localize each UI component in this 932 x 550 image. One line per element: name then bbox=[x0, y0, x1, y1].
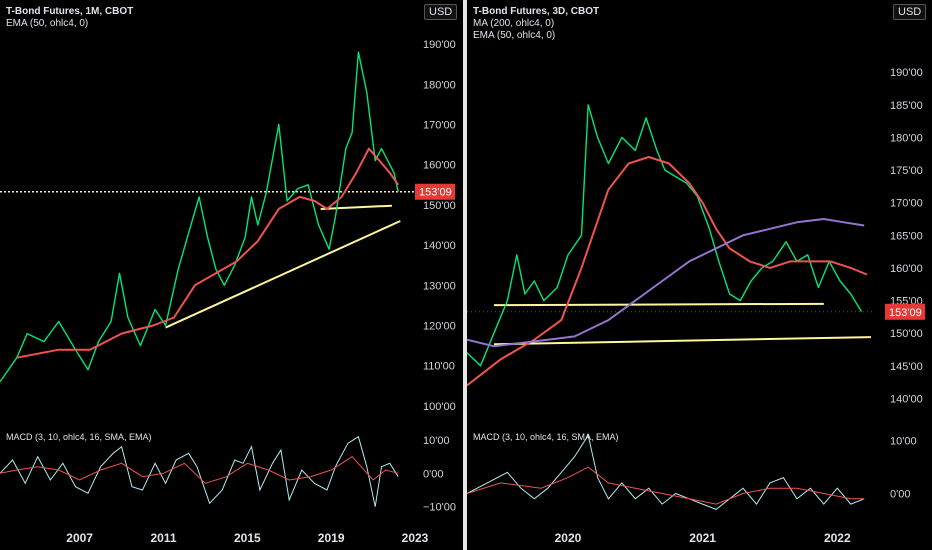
chart-1m-trendline-0 bbox=[320, 204, 392, 210]
chart-1m-y-tick-0: 100'00 bbox=[423, 401, 456, 413]
chart-1m-legend: T-Bond Futures, 1M, CBOT EMA (50, ohlc4,… bbox=[6, 6, 133, 30]
chart-1m-x-tick-1: 2011 bbox=[150, 531, 176, 545]
chart-1m-y-tick-6: 160'00 bbox=[423, 160, 456, 172]
chart-3d-macd-tick-0: 10'00 bbox=[890, 436, 917, 448]
chart-1m-y-tick-1: 110'00 bbox=[423, 361, 455, 373]
currency-button-right[interactable]: USD bbox=[893, 4, 927, 20]
chart-3d-x-tick-2: 2022 bbox=[824, 531, 851, 545]
chart-3d-trendline-0 bbox=[493, 302, 824, 307]
chart-1m-macd-tick-0: 10'00 bbox=[423, 435, 450, 447]
chart-1m-series-1 bbox=[16, 147, 400, 359]
chart-3d-series-1 bbox=[467, 156, 868, 387]
chart-3d-y-tick-2: 150'00 bbox=[890, 328, 923, 340]
chart-3d-y-tick-1: 145'00 bbox=[890, 361, 923, 373]
macd-legend-right: MACD (3, 10, ohlc4, 16, SMA, EMA) bbox=[473, 432, 619, 442]
chart-3d-macd-tick-1: 0'00 bbox=[890, 489, 910, 501]
chart-3d-ma-legend: MA (200, ohlc4, 0) bbox=[473, 18, 555, 29]
chart-3d-last-price-tag bbox=[885, 303, 925, 320]
chart-1m-y-tick-7: 170'00 bbox=[423, 120, 456, 132]
chart-1m-x-tick-4: 2023 bbox=[402, 531, 429, 545]
chart-3d-y-tick-7: 175'00 bbox=[890, 165, 923, 177]
chart-3d-y-tick-0: 140'00 bbox=[890, 393, 923, 405]
chart-1m-series-0 bbox=[0, 51, 399, 383]
chart-1m-x-tick-2: 2015 bbox=[234, 531, 261, 545]
chart-3d-y-tick-6: 170'00 bbox=[890, 198, 923, 210]
chart-1m-last-price-label: 153'09 bbox=[419, 187, 452, 199]
chart-1m-y-tick-5: 150'00 bbox=[423, 200, 456, 212]
chart-3d-y-tick-5: 165'00 bbox=[890, 230, 923, 242]
chart-1m-x-tick-0: 2007 bbox=[66, 531, 93, 545]
panel-divider[interactable] bbox=[463, 0, 467, 550]
chart-1m-symbol: T-Bond Futures, 1M, CBOT bbox=[6, 6, 134, 17]
chart-1m-y-tick-4: 140'00 bbox=[423, 240, 456, 252]
chart-3d-last-price-label: 153'09 bbox=[889, 307, 922, 319]
chart-3d-macd-line bbox=[467, 434, 865, 510]
chart-1m-last-price-tag bbox=[415, 183, 455, 200]
chart-1m-macd-tick-1: 0'00 bbox=[423, 468, 443, 480]
chart-3d-y-tick-8: 180'00 bbox=[890, 132, 923, 144]
chart-3d-y-tick-4: 160'00 bbox=[890, 263, 923, 275]
chart-1m-x-tick-3: 2019 bbox=[318, 531, 345, 545]
chart-1m-macd-tick-2: −10'00 bbox=[423, 502, 456, 514]
chart-1m-y-tick-8: 180'00 bbox=[423, 79, 456, 91]
chart-1m-trendline-1 bbox=[165, 220, 401, 329]
chart-panel-3d[interactable]: 140'00 145'00 150'00 155'00 160'00 165'00 170'… bbox=[467, 0, 932, 550]
chart-3d-trendline-1 bbox=[493, 336, 871, 346]
chart-1m-macd-line bbox=[0, 435, 399, 507]
chart-1m-macd-signal bbox=[0, 456, 399, 484]
chart-panel-1m[interactable]: 100'00 110'00 120'00 130'00 140'00 150'00 160'… bbox=[0, 0, 463, 550]
currency-button-left[interactable]: USD bbox=[424, 4, 458, 20]
chart-3d-symbol: T-Bond Futures, 3D, CBOT bbox=[473, 6, 600, 17]
chart-3d-x-tick-0: 2020 bbox=[555, 531, 582, 545]
chart-3d-series-0 bbox=[467, 104, 863, 367]
chart-3d-canvas[interactable]: 140'00145'00150'00155'00160'00165'00170'… bbox=[467, 0, 932, 550]
chart-3d-legend: T-Bond Futures, 3D, CBOT MA (200, ohlc4,… bbox=[473, 6, 599, 42]
chart-1m-y-tick-9: 190'00 bbox=[423, 39, 456, 51]
macd-legend-left: MACD (3, 10, ohlc4, 16, SMA, EMA) bbox=[6, 432, 152, 442]
chart-3d-y-tick-10: 190'00 bbox=[890, 67, 923, 79]
chart-3d-ema-legend: EMA (50, ohlc4, 0) bbox=[473, 30, 556, 41]
chart-1m-ema-legend: EMA (50, ohlc4, 0) bbox=[6, 18, 89, 29]
chart-3d-x-tick-1: 2021 bbox=[689, 531, 716, 545]
chart-3d-macd-signal bbox=[467, 466, 865, 505]
chart-3d-y-tick-9: 185'00 bbox=[890, 100, 923, 112]
chart-3d-series-2 bbox=[467, 218, 865, 348]
chart-1m-canvas[interactable]: 100'00 110'00 120'00 130'00 140'00 150'00 160'… bbox=[0, 0, 463, 550]
chart-1m-y-tick-2: 120'00 bbox=[423, 321, 456, 333]
chart-1m-y-tick-3: 130'00 bbox=[423, 280, 456, 292]
